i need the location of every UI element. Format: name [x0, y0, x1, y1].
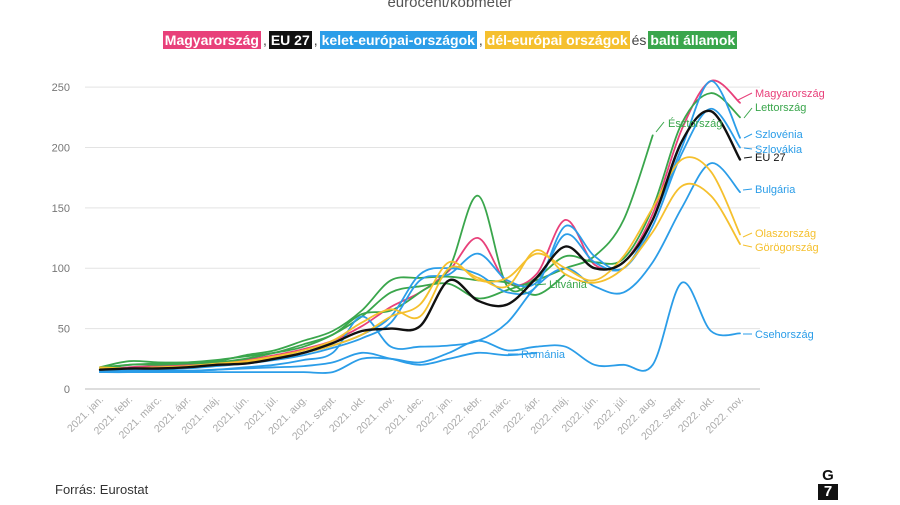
series-annotation: Görögország [755, 242, 819, 254]
y-tick-label: 250 [52, 82, 70, 94]
series-line [99, 182, 741, 370]
series-annotation: Olaszország [755, 228, 816, 240]
g7-logo: G 7 [818, 468, 838, 500]
series-annotation: Románia [521, 349, 566, 361]
legend-separator: , [478, 32, 483, 48]
y-tick-label: 200 [52, 142, 70, 154]
legend-item: kelet-európai-országok [319, 31, 477, 49]
series-line [99, 351, 538, 373]
logo-bottom: 7 [818, 484, 838, 500]
legend-separator: , [313, 32, 318, 48]
series-annotation: Lettország [755, 102, 806, 114]
annotation-leader-lines [508, 92, 753, 355]
series-line [98, 109, 742, 371]
y-tick-label: 0 [64, 384, 70, 396]
annotation-leader [742, 232, 753, 238]
series-annotation: Szlovákia [755, 144, 803, 156]
series-line [99, 162, 741, 374]
series-annotations: Magyarország Lettország Észtország Szlovéni… [521, 88, 825, 361]
series-annotation: Szlovénia [755, 129, 804, 141]
gridlines [85, 86, 760, 390]
y-axis-tick-labels: 0 50 100 150 200 250 [52, 82, 70, 396]
annotation-leader [742, 188, 753, 191]
y-tick-label: 100 [52, 263, 70, 275]
series-annotation: Csehország [755, 329, 814, 341]
y-tick-label: 150 [52, 203, 70, 215]
legend-item: balti államok [648, 31, 738, 49]
series-annotation: EU 27 [755, 152, 786, 164]
legend-separator: és [631, 32, 647, 48]
chart-legend: Magyarország, EU 27, kelet-európai-országo… [0, 31, 900, 49]
annotation-leader [742, 244, 753, 248]
annotation-leader [655, 121, 665, 133]
y-tick-label: 50 [58, 324, 70, 336]
series-lines [98, 79, 742, 374]
legend-separator: , [262, 32, 267, 48]
legend-item: EU 27 [268, 31, 312, 49]
x-axis-tick-labels: 2021. jan.2021. febr.2021. márc.2021. áp… [65, 394, 746, 443]
annotation-leader [743, 133, 753, 139]
series-annotation: Észtország [668, 117, 722, 130]
annotation-leader [743, 156, 753, 159]
series-line [99, 92, 741, 371]
annotation-leader [737, 92, 753, 101]
chart-subtitle: eurócent/köbméter [387, 0, 513, 11]
series-annotation: Litvánia [549, 279, 588, 291]
line-chart: 0 50 100 150 200 250 2021. jan.2021. febr.202… [52, 79, 825, 443]
series-line [99, 281, 741, 374]
logo-top: G [822, 467, 834, 484]
legend-item: Magyarország [162, 31, 261, 49]
annotation-leader [534, 283, 547, 286]
legend-item: dél-európai országok [484, 31, 630, 49]
annotation-leader [743, 107, 753, 119]
annotation-leader [743, 147, 753, 150]
series-annotation: Magyarország [755, 88, 825, 100]
series-line [99, 156, 741, 370]
source-note: Forrás: Eurostat [55, 482, 149, 497]
series-annotation: Bulgária [755, 184, 796, 196]
